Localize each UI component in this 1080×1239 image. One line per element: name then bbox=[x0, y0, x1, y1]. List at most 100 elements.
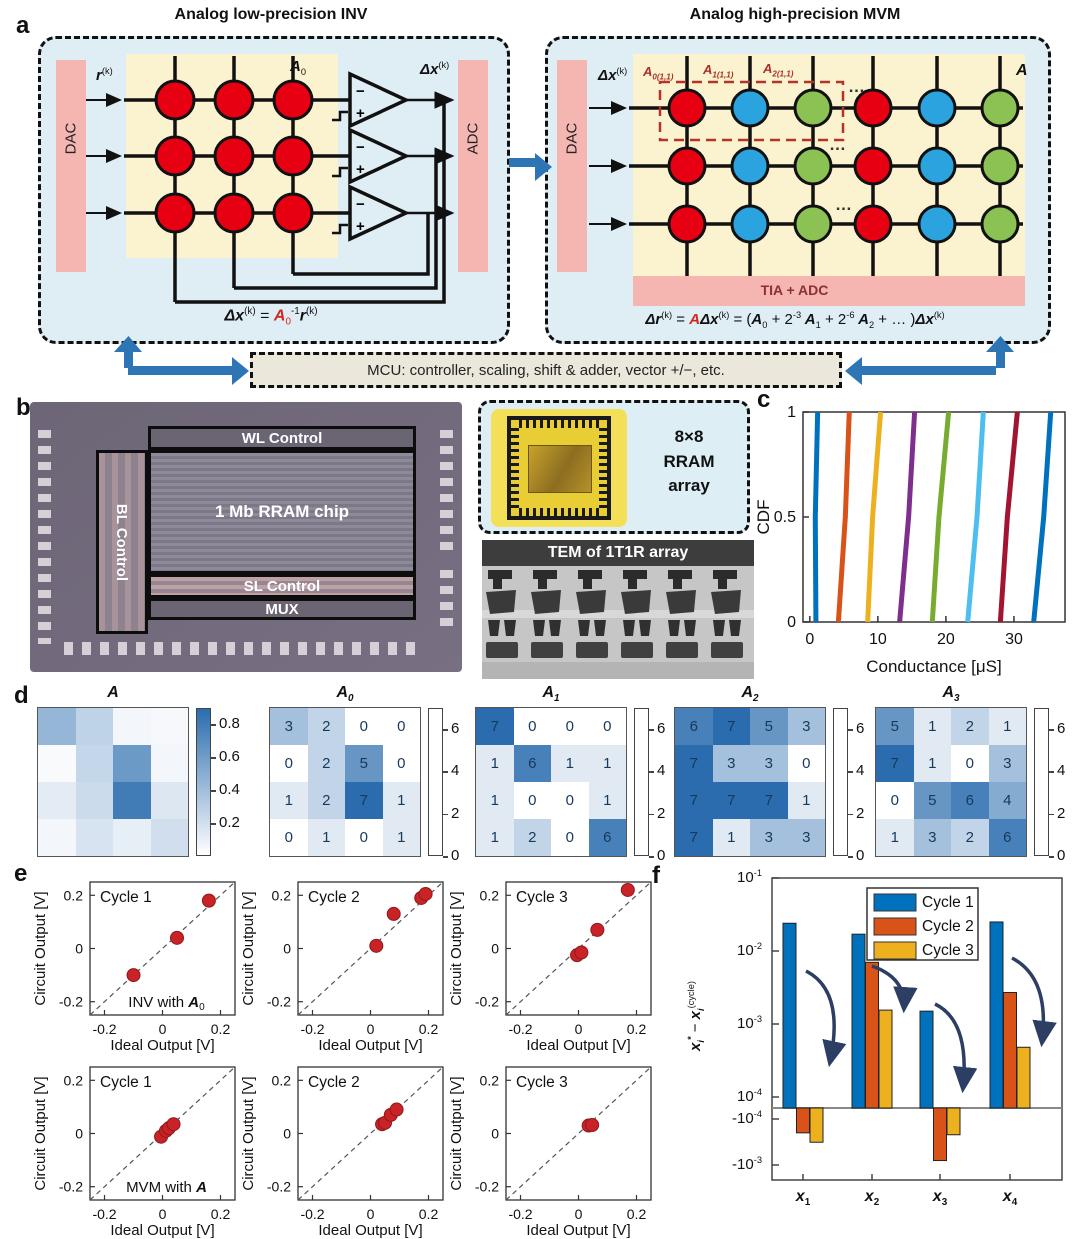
colorbar-tick-label: 0.4 bbox=[219, 781, 240, 799]
panel-e-label: e bbox=[14, 860, 28, 887]
svg-text:0.2: 0.2 bbox=[419, 1206, 439, 1222]
colorbar-tick-label: 6 bbox=[856, 720, 865, 738]
svg-text:-0.2: -0.2 bbox=[300, 1206, 324, 1222]
heatmap-cell: 1 bbox=[588, 745, 626, 782]
cdf-series-state-1 bbox=[812, 411, 821, 623]
scatter-ylabel: Circuit Output [V] bbox=[240, 1076, 257, 1190]
heatmap-cell: 7 bbox=[675, 782, 713, 819]
svg-text:0: 0 bbox=[491, 941, 499, 957]
opamp-minus: − bbox=[356, 83, 365, 100]
opamp-plus: + bbox=[356, 105, 365, 122]
scatter-annotation: INV with A0 bbox=[128, 994, 205, 1013]
colorbar-tick-label: 0 bbox=[657, 847, 666, 864]
svg-text:0.2: 0.2 bbox=[64, 1072, 84, 1088]
chip-pads-bottom bbox=[64, 642, 424, 655]
colorbar-tick-label: 6 bbox=[1057, 720, 1066, 738]
heatmap-cell: 7 bbox=[345, 782, 383, 819]
rram-cells-inv bbox=[154, 79, 314, 234]
colorbar-tick bbox=[443, 856, 448, 858]
colorbar-tick-label: 0.6 bbox=[219, 748, 240, 766]
heatmap-cell bbox=[38, 782, 76, 819]
heatmap-cell: 0 bbox=[345, 819, 383, 856]
bar-series-Cycle 2 bbox=[796, 961, 1017, 1162]
dac-bar-right bbox=[557, 60, 587, 272]
heatmap-cell: 0 bbox=[270, 745, 308, 782]
adc-left-label: ADC bbox=[464, 122, 482, 155]
svg-text:0.2: 0.2 bbox=[419, 1021, 439, 1037]
colorbar-tick bbox=[649, 771, 654, 773]
bar-series-Cycle 1 bbox=[782, 921, 1004, 1109]
svg-text:0: 0 bbox=[159, 1206, 167, 1222]
heatmap-cell: 7 bbox=[712, 782, 750, 819]
sl-control-block: SL Control bbox=[148, 574, 416, 598]
colorbar-tick-label: 4 bbox=[451, 762, 460, 780]
scatter-title: Cycle 3 bbox=[516, 889, 568, 906]
scatter-ylabel: Circuit Output [V] bbox=[448, 891, 465, 1005]
colorbar-tick-label: 6 bbox=[657, 720, 666, 738]
heatmap-A3: A3 5 1 2 1 7 1 0 3 0 5 6 4 1 3 2 6 0 2 4 6 bbox=[868, 684, 1080, 864]
heatmap-cell: 3 bbox=[787, 708, 825, 745]
tia-adc-bar bbox=[633, 276, 1025, 306]
heatmap-cell: 2 bbox=[951, 708, 989, 745]
heatmap-cell: 3 bbox=[270, 708, 308, 745]
cdf-ytick: 0 bbox=[787, 614, 796, 631]
svg-text:0: 0 bbox=[283, 941, 291, 957]
svg-text:+: + bbox=[356, 161, 365, 178]
heatmap-cell: 0 bbox=[270, 819, 308, 856]
heatmap-cell: 3 bbox=[913, 819, 951, 856]
scatter-plot-3: -0.2 -0.2 0 0 0.2 0.2 Cycle 3 Ideal Output [V] C… bbox=[448, 881, 652, 1053]
scatter-ylabel: Circuit Output [V] bbox=[32, 891, 49, 1005]
cdf-ytick: 0.5 bbox=[774, 509, 796, 526]
colorbar-tick-label: 0.2 bbox=[219, 814, 240, 832]
digit-label-a0: A0(1,1) bbox=[643, 64, 674, 82]
svg-text:0.2: 0.2 bbox=[272, 1072, 292, 1088]
package-box: 8×8 RRAM array bbox=[478, 400, 750, 534]
colorbar bbox=[634, 708, 649, 856]
wl-control-block: WL Control bbox=[148, 426, 416, 450]
heatmap-row: A 0.2 0.4 0.6 0.8 A0 3 2 0 0 0 2 5 0 1 2 7 1 0 1 0 1 0 2 4 6 A1 7 0 0… bbox=[0, 684, 1080, 864]
ellipsis-2: … bbox=[829, 135, 846, 154]
cdf-series-state-7 bbox=[997, 411, 1020, 623]
svg-text:0: 0 bbox=[575, 1206, 583, 1222]
heatmap-cell: 5 bbox=[750, 708, 788, 745]
heatmap-cell: 1 bbox=[307, 819, 345, 856]
scatter-title: Cycle 3 bbox=[516, 1074, 568, 1091]
a0-matrix-label: A0 bbox=[290, 58, 307, 77]
svg-text:−: − bbox=[356, 139, 365, 156]
heatmap-cell bbox=[150, 782, 188, 819]
heatmap-cell: 3 bbox=[750, 745, 788, 782]
colorbar-tick-label: 4 bbox=[1057, 762, 1066, 780]
heatmap-cell: 3 bbox=[712, 745, 750, 782]
scatter-xlabel: Ideal Output [V] bbox=[110, 1037, 214, 1053]
colorbar-tick bbox=[1049, 856, 1054, 858]
svg-text:0.2: 0.2 bbox=[272, 887, 292, 903]
package-label: 8×8 RRAM array bbox=[663, 427, 715, 496]
scatter-xlabel: Ideal Output [V] bbox=[526, 1037, 630, 1053]
heatmap-cell: 0 bbox=[382, 745, 420, 782]
heatmap-cell: 6 bbox=[513, 745, 551, 782]
colorbar-tick-label: 2 bbox=[657, 804, 666, 822]
cdf-series-state-4 bbox=[897, 411, 918, 623]
bl-control-block: BL Control bbox=[96, 450, 148, 634]
inv-circuit-svg: − + − + − + bbox=[56, 54, 488, 304]
svg-text:-0.2: -0.2 bbox=[300, 1021, 324, 1037]
cdf-xtick: 30 bbox=[1005, 631, 1023, 648]
scatter-plot-1: -0.2 -0.2 0 0 0.2 0.2 Cycle 1 INV with A0 Ideal … bbox=[32, 881, 236, 1053]
heatmap-grid bbox=[37, 707, 189, 857]
heatmap-cell: 3 bbox=[750, 819, 788, 856]
heatmap-cell: 3 bbox=[988, 745, 1026, 782]
inv-circuit-box: − + − + − + bbox=[38, 36, 510, 344]
heatmap-cell: 0 bbox=[513, 782, 551, 819]
f-legend-label: Cycle 1 bbox=[922, 894, 974, 911]
scatter-xlabel: Ideal Output [V] bbox=[318, 1222, 422, 1238]
svg-text:0.2: 0.2 bbox=[627, 1021, 647, 1037]
svg-text:0.2: 0.2 bbox=[211, 1021, 231, 1037]
colorbar-tick-label: 0.8 bbox=[219, 715, 240, 733]
dx-input-label: Δx(k) bbox=[598, 66, 628, 84]
digit-group-outline bbox=[658, 80, 845, 142]
mvm-box-title: Analog high-precision MVM bbox=[689, 6, 901, 23]
f-ytick-label: -10-4 bbox=[732, 1109, 762, 1127]
heatmap-cell: 1 bbox=[913, 708, 951, 745]
